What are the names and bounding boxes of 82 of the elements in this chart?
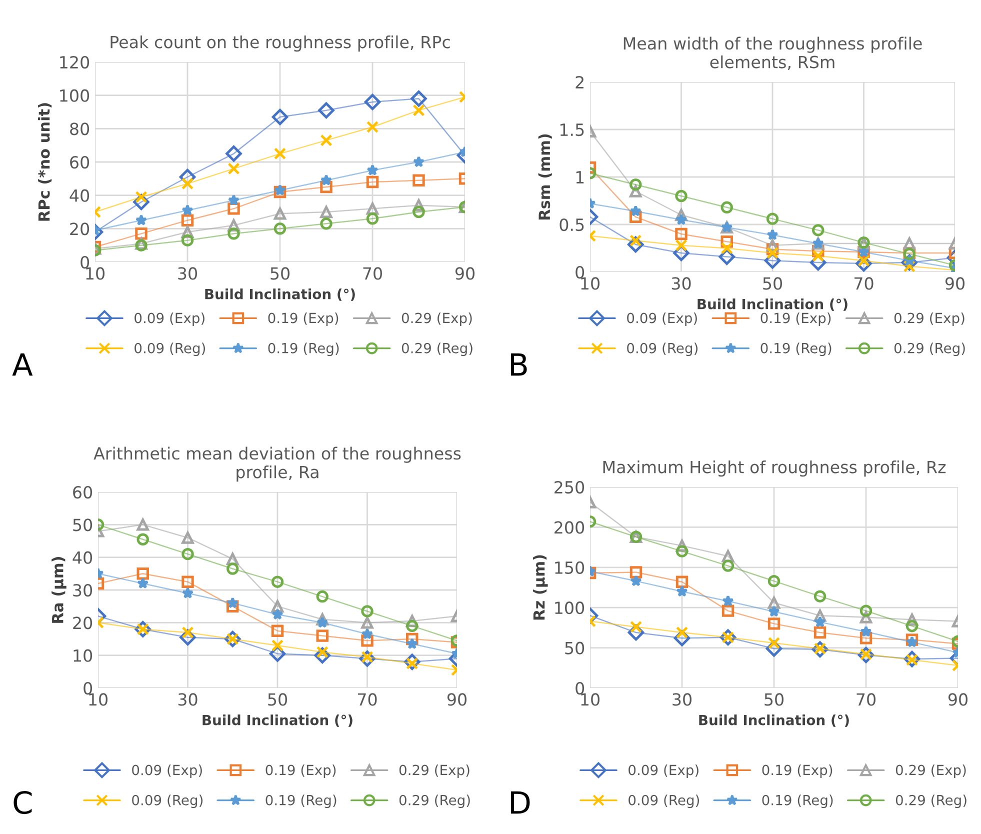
- x-tick-label: 10: [89, 693, 108, 706]
- legend-label: 0.29 (Exp): [894, 312, 964, 326]
- chart-title: Maximum Height of roughness profile, Rz: [603, 460, 946, 477]
- y-axis-title: RPc (*no unit): [38, 103, 52, 221]
- y-tick-label: 80: [70, 122, 90, 136]
- text: B: [511, 353, 527, 376]
- y-tick-label: 50: [565, 642, 584, 654]
- y-tick-label: 2: [576, 76, 584, 88]
- x-tick-label: 50: [268, 693, 287, 706]
- y-tick-label: 60: [70, 156, 90, 169]
- y-tick-label: 0: [576, 266, 584, 279]
- chart-title: Arithmetic mean deviation of the roughness profile, Ra: [94, 446, 461, 482]
- x-tick-label: 50: [764, 693, 784, 706]
- x-tick-label: 30: [178, 693, 198, 706]
- legend-label: 0.29 (Reg): [896, 794, 966, 808]
- legend-label: 0.19 (Exp): [762, 764, 832, 778]
- x-tick-label: 30: [672, 693, 692, 706]
- x-tick-label: 90: [447, 693, 466, 706]
- legend-label: 0.29 (Exp): [896, 764, 966, 778]
- y-tick-label: 1.5: [560, 124, 584, 136]
- y-tick-label: 20: [70, 222, 90, 236]
- legend-label: 0.29 (Exp): [402, 312, 472, 326]
- y-tick-label: 250: [554, 480, 584, 494]
- y-tick-label: 0: [84, 682, 92, 695]
- y-tick-label: 100: [60, 89, 90, 102]
- legend-label: 0.19 (Exp): [760, 312, 831, 326]
- legend-label: 0.09 (Exp): [134, 312, 204, 326]
- legend-label: 0.09 (Reg): [627, 342, 698, 356]
- x-tick-label: 70: [363, 267, 382, 280]
- x-tick-label: 30: [672, 277, 691, 290]
- legend-label: 0.19 (Exp): [266, 764, 336, 778]
- legend-label: 0.09 (Exp): [628, 764, 698, 778]
- x-tick-label: 30: [178, 267, 197, 280]
- legend-label: 0.19 (Reg): [266, 794, 336, 808]
- y-tick-label: 1: [576, 171, 584, 184]
- y-tick-label: 120: [60, 56, 90, 69]
- legend-label: 0.29 (Reg): [402, 342, 472, 356]
- x-axis-title: Build Inclination (°): [699, 714, 849, 727]
- legend-label: 0.19 (Reg): [762, 794, 833, 808]
- y-tick-label: 10: [74, 649, 92, 662]
- y-tick-label: 200: [554, 521, 584, 534]
- chart-title: Peak count on the roughness profile, RPc: [110, 35, 450, 52]
- x-tick-label: 50: [270, 267, 290, 280]
- text: A: [12, 353, 33, 376]
- legend-label: 0.09 (Reg): [628, 794, 700, 808]
- y-tick-label: 0.5: [560, 218, 584, 232]
- legend-label: 0.09 (Reg): [132, 794, 203, 808]
- y-axis-title: Rsm (mm): [538, 134, 552, 220]
- legend-label: 0.29 (Exp): [399, 764, 470, 778]
- legend-label: 0.09 (Exp): [627, 312, 697, 326]
- legend-label: 0.09 (Exp): [132, 764, 202, 778]
- y-tick-label: 20: [73, 616, 92, 630]
- x-tick-label: 90: [455, 267, 474, 280]
- x-tick-label: 70: [856, 693, 876, 706]
- x-tick-label: 70: [854, 277, 874, 290]
- y-tick-label: 30: [73, 584, 92, 597]
- y-tick-label: 50: [73, 518, 92, 532]
- legend-label: 0.19 (Exp): [268, 312, 338, 326]
- x-tick-label: 70: [358, 693, 377, 706]
- legend-label: 0.09 (Reg): [134, 342, 206, 356]
- x-axis-title: Build Inclination (°): [205, 288, 355, 301]
- y-tick-label: 0: [80, 256, 90, 269]
- y-tick-label: 60: [73, 486, 92, 499]
- text: D: [511, 791, 530, 814]
- x-axis-title: Build Inclination (°): [698, 298, 848, 311]
- y-tick-label: 0: [576, 682, 584, 695]
- y-tick-label: 100: [555, 602, 584, 614]
- y-axis-title: Rz (µm): [532, 555, 548, 620]
- x-axis-title: Build Inclination (°): [202, 714, 352, 727]
- y-tick-label: 40: [72, 551, 92, 564]
- text: C: [14, 790, 32, 814]
- legend-label: 0.29 (Reg): [894, 342, 965, 356]
- legend-label: 0.19 (Reg): [268, 342, 339, 356]
- x-tick-label: 90: [945, 277, 964, 290]
- y-tick-label: 40: [70, 189, 90, 202]
- legend-label: 0.29 (Reg): [399, 794, 470, 808]
- chart-title: Mean width of the roughness profile elements, RSm: [624, 36, 922, 70]
- x-tick-label: 50: [763, 277, 782, 290]
- x-tick-label: 90: [948, 693, 968, 706]
- y-tick-label: 150: [555, 561, 584, 574]
- y-axis-title: Ra (µm): [52, 557, 66, 623]
- legend-label: 0.19 (Reg): [760, 342, 832, 356]
